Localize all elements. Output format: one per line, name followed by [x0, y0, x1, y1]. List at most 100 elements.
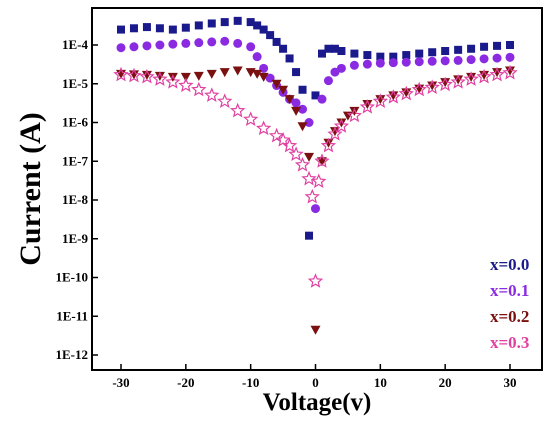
data-point — [116, 43, 126, 53]
data-point — [480, 42, 489, 51]
x-tick-label: 10 — [374, 375, 387, 390]
data-point — [415, 49, 424, 58]
data-point — [266, 31, 275, 40]
data-point — [311, 204, 320, 214]
series-1 — [117, 16, 514, 240]
data-point — [281, 137, 298, 153]
data-point — [233, 38, 243, 48]
y-tick-label: 1E-10 — [56, 270, 89, 285]
data-point — [359, 99, 375, 114]
data-point — [414, 84, 425, 94]
data-point — [440, 78, 451, 88]
data-point — [427, 56, 437, 66]
data-point — [398, 85, 414, 101]
data-point — [268, 127, 285, 143]
data-point — [113, 66, 129, 82]
data-point — [258, 72, 269, 82]
data-point — [311, 91, 320, 100]
y-tick-label: 1E-12 — [56, 347, 89, 362]
data-point — [453, 55, 463, 65]
data-point — [126, 67, 142, 83]
data-point — [275, 132, 291, 147]
data-point — [476, 68, 492, 84]
x-tick-label: 0 — [312, 375, 319, 390]
data-point — [288, 146, 304, 161]
legend-entry: x=0.0 — [490, 255, 529, 274]
data-point — [278, 85, 289, 95]
y-tick-label: 1E-8 — [62, 192, 89, 207]
legend-entry: x=0.3 — [490, 333, 529, 352]
data-point — [506, 41, 514, 49]
data-point — [427, 81, 438, 91]
data-point — [194, 38, 204, 48]
data-point — [453, 75, 464, 85]
data-point — [204, 87, 220, 103]
x-tick-label: 20 — [439, 375, 452, 390]
data-point — [193, 71, 204, 81]
data-point — [129, 42, 139, 52]
x-tick-label: -10 — [242, 375, 259, 390]
data-point — [181, 23, 190, 32]
data-point — [349, 106, 360, 116]
data-point — [388, 91, 399, 101]
x-tick-label: 30 — [504, 375, 517, 390]
data-point — [428, 48, 437, 57]
data-point — [246, 42, 256, 52]
data-point — [323, 76, 333, 86]
data-point — [142, 41, 152, 51]
data-point — [424, 79, 440, 95]
data-point — [252, 52, 262, 62]
data-point — [333, 118, 350, 133]
data-point — [376, 52, 385, 61]
data-point — [372, 93, 389, 109]
data-point — [139, 68, 155, 84]
data-point — [217, 93, 233, 109]
data-point — [142, 23, 151, 32]
data-point — [437, 76, 453, 92]
data-point — [402, 51, 411, 60]
data-point — [301, 170, 317, 186]
data-point — [285, 54, 294, 63]
data-point — [259, 25, 268, 34]
series-3 — [116, 66, 515, 335]
data-point — [388, 58, 398, 68]
data-point — [272, 37, 281, 46]
data-point — [502, 64, 518, 80]
data-point — [167, 72, 178, 82]
data-point — [152, 71, 168, 86]
data-point — [233, 16, 242, 25]
data-point — [479, 54, 489, 64]
x-tick-label: -20 — [177, 375, 194, 390]
data-point — [271, 79, 282, 89]
data-point — [155, 40, 165, 50]
y-axis: 1E-12 1E-11 1E-10 1E-9 1E-8 1E-7 1E-6 1E-5 1E-4 — [56, 37, 98, 362]
data-point — [349, 60, 359, 70]
data-point — [194, 21, 203, 30]
y-tick-label: 1E-6 — [62, 115, 89, 130]
data-point — [401, 88, 412, 98]
data-point — [375, 58, 385, 68]
data-point — [467, 44, 476, 53]
data-point — [279, 44, 288, 53]
data-point — [350, 49, 359, 58]
x-axis-label: Voltage(v) — [263, 389, 372, 416]
data-point — [505, 52, 515, 62]
data-point — [154, 71, 165, 81]
series-4 — [113, 64, 518, 288]
y-tick-label: 1E-4 — [62, 37, 89, 52]
data-point — [141, 70, 152, 80]
x-tick-label: -30 — [112, 375, 129, 390]
data-point — [329, 127, 340, 137]
data-point — [219, 68, 230, 78]
data-point — [291, 98, 301, 108]
data-point — [181, 38, 191, 48]
data-point — [440, 56, 450, 66]
y-tick-label: 1E-7 — [62, 153, 89, 168]
data-point — [292, 68, 301, 77]
data-point — [346, 107, 363, 123]
data-point — [317, 49, 326, 58]
data-point — [489, 66, 505, 82]
data-point — [362, 59, 372, 69]
legend-entry: x=0.1 — [490, 281, 529, 300]
